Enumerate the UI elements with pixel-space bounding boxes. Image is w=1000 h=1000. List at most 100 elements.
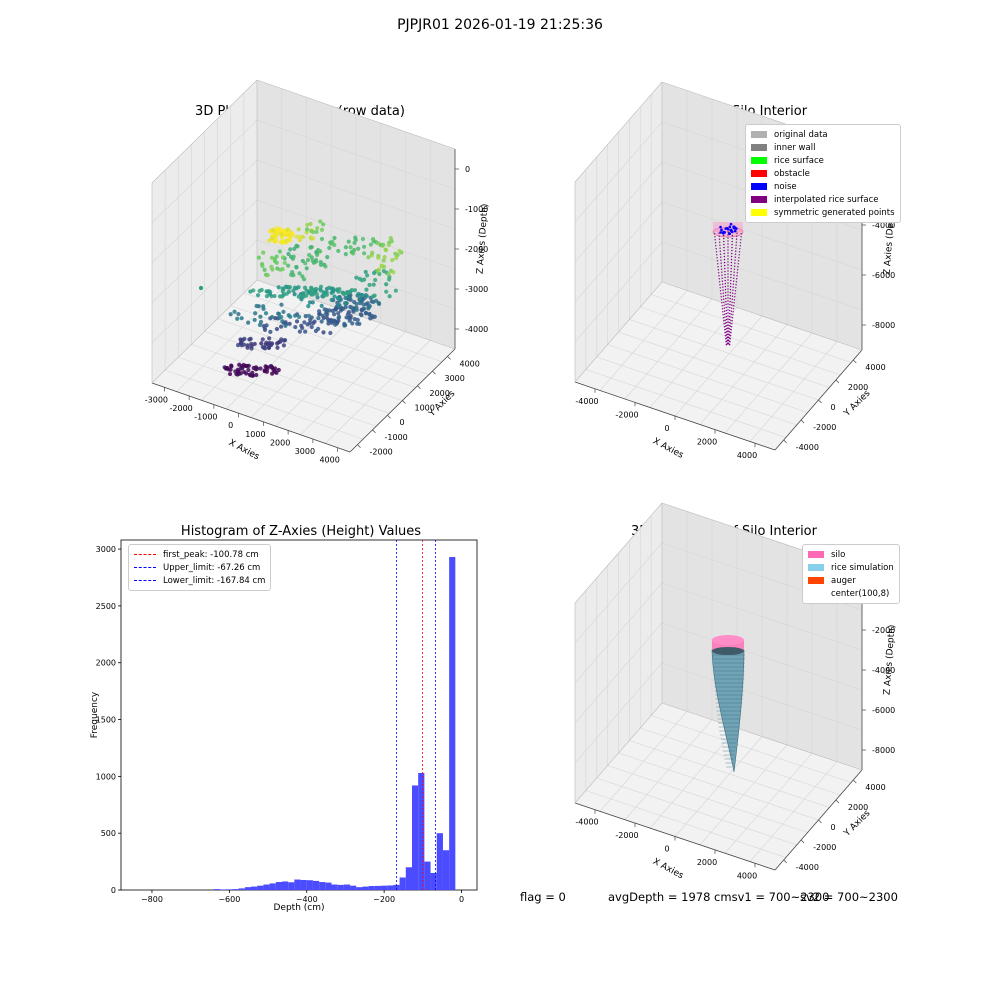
raw-point — [235, 316, 240, 321]
interpolated-point — [730, 264, 733, 267]
interpolated-point — [727, 303, 729, 305]
histogram-x-label: Depth (cm) — [273, 903, 324, 913]
raw-point — [244, 364, 250, 369]
raw-point — [319, 236, 325, 242]
p4-z-tick-label: -8000 — [872, 746, 895, 755]
legend-label: silo — [831, 549, 846, 560]
interpolated-point — [727, 315, 729, 317]
interpolated-point — [717, 266, 719, 268]
p1-y-tick-label: 2000 — [430, 389, 450, 398]
raw-point — [321, 294, 326, 299]
raw-point — [333, 307, 338, 312]
raw-point — [296, 227, 301, 232]
raw-point — [314, 291, 319, 297]
raw-point — [236, 369, 241, 374]
interpolated-point — [721, 283, 724, 285]
p1-z-tick-label: -1000 — [465, 205, 488, 214]
raw-point — [363, 311, 369, 316]
raw-point — [394, 255, 399, 261]
p2-y-tick — [818, 399, 822, 404]
histogram-bar — [300, 880, 307, 890]
interpolated-point — [719, 253, 722, 255]
interpolated-point — [723, 240, 725, 243]
raw-point — [310, 236, 316, 241]
histogram-bar — [294, 879, 301, 890]
p2-x-label: X Axies — [651, 436, 685, 461]
raw-point — [384, 282, 389, 287]
raw-point — [248, 336, 253, 341]
interpolated-point — [725, 294, 727, 297]
raw-point — [386, 271, 391, 277]
interpolated-point — [724, 313, 726, 315]
raw-point — [282, 230, 287, 235]
raw-point — [329, 318, 334, 323]
histogram-bar — [238, 888, 245, 890]
figure-title: PJPJR01 2026-01-19 21:25:36 — [397, 17, 603, 33]
raw-point — [303, 261, 308, 266]
p4-z-tick-label: -4000 — [872, 666, 895, 675]
raw-point — [282, 260, 287, 265]
interpolated-point — [733, 302, 735, 304]
interpolated-point — [730, 307, 733, 309]
raw-point — [292, 292, 297, 297]
raw-point — [342, 321, 347, 326]
raw-point — [249, 344, 254, 349]
p1-x-tick-label: 4000 — [319, 456, 339, 465]
raw-point — [336, 248, 341, 254]
histogram-bar — [387, 885, 394, 890]
p4-grid — [629, 740, 830, 808]
interpolated-point — [714, 242, 717, 244]
interpolated-point — [731, 237, 733, 240]
interpolated-point — [715, 248, 717, 250]
p1-grid — [243, 292, 442, 363]
legend-entry: rice surface — [751, 154, 895, 167]
raw-point — [258, 314, 263, 319]
interpolated-point — [724, 319, 726, 321]
raw-point — [352, 317, 357, 322]
p1-grid — [256, 119, 456, 190]
raw-point — [288, 254, 294, 259]
p2-grid — [607, 344, 808, 413]
raw-point — [336, 318, 341, 324]
raw-point — [316, 316, 321, 321]
raw-point — [352, 240, 357, 245]
legend-entry: silo — [808, 548, 894, 561]
histogram-bar — [269, 883, 276, 890]
raw-point — [303, 329, 308, 334]
interpolated-point — [727, 282, 729, 284]
interpolated-point — [727, 291, 729, 293]
noise-point — [719, 225, 722, 229]
interpolated-point — [727, 309, 729, 311]
histogram-bar — [411, 785, 419, 890]
interpolated-point — [730, 279, 732, 282]
interpolated-point — [734, 259, 736, 261]
interpolated-point — [729, 285, 732, 288]
raw-point — [275, 226, 280, 231]
p1-grid — [256, 199, 456, 270]
raw-point — [381, 268, 386, 274]
raw-point — [228, 312, 233, 317]
interpolated-point — [727, 264, 729, 266]
interpolated-point — [729, 341, 731, 343]
interpolated-point — [723, 243, 725, 246]
raw-point — [286, 313, 291, 318]
interpolated-point — [727, 327, 729, 329]
raw-point — [302, 320, 307, 325]
raw-point — [297, 237, 302, 243]
interpolated-point — [724, 273, 726, 276]
raw-point — [302, 294, 307, 299]
p2-x-tick-label: 4000 — [737, 451, 757, 460]
interpolated-point — [738, 251, 741, 253]
raw-point — [350, 321, 355, 326]
raw-point — [287, 321, 292, 326]
raw-point — [256, 255, 261, 260]
raw-point — [384, 289, 389, 294]
interpolated-point — [729, 325, 732, 327]
legend-entry: Upper_limit: -67.26 cm — [134, 561, 265, 574]
interpolated-point — [724, 270, 726, 273]
raw-point — [238, 366, 243, 371]
raw-point — [261, 250, 266, 255]
histogram-bar — [288, 882, 295, 890]
legend-swatch — [751, 131, 767, 138]
raw-point — [332, 294, 337, 299]
